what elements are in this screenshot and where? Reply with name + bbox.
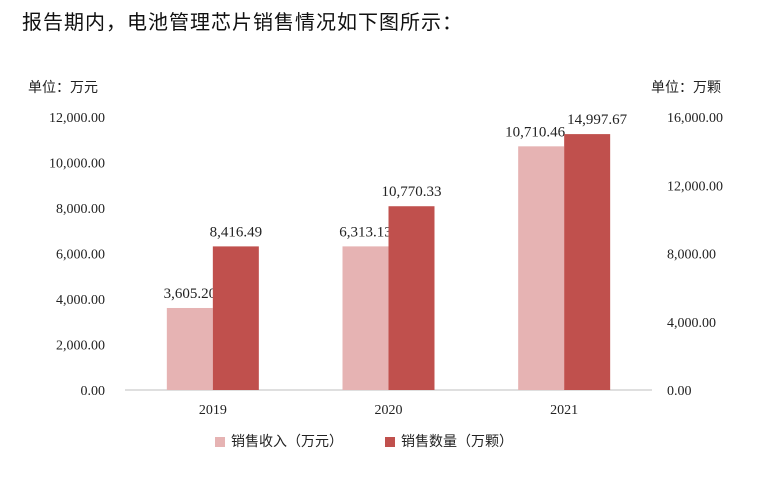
quantity-data-label: 14,997.67 xyxy=(567,112,628,128)
legend-swatch-quantity xyxy=(385,437,395,447)
left-tick-label: 4,000.00 xyxy=(56,293,105,308)
x-tick-label: 2020 xyxy=(375,403,403,418)
revenue-data-label: 3,605.20 xyxy=(164,286,217,302)
left-tick-label: 6,000.00 xyxy=(56,248,105,263)
left-tick-label: 12,000.00 xyxy=(49,111,105,126)
left-tick-label: 2,000.00 xyxy=(56,339,105,354)
left-tick-label: 0.00 xyxy=(81,384,106,399)
quantity-data-label: 10,770.33 xyxy=(382,184,442,200)
right-tick-label: 0.00 xyxy=(667,384,692,399)
quantity-data-label: 8,416.49 xyxy=(210,224,263,240)
right-tick-label: 4,000.00 xyxy=(667,316,716,331)
right-tick-label: 16,000.00 xyxy=(667,111,723,126)
revenue-data-label: 10,710.46 xyxy=(505,124,566,140)
left-tick-label: 8,000.00 xyxy=(56,202,105,217)
quantity-bar xyxy=(564,134,611,390)
right-tick-label: 12,000.00 xyxy=(667,179,723,194)
x-tick-label: 2021 xyxy=(550,403,578,418)
legend-label-quantity: 销售数量（万颗） xyxy=(401,434,513,450)
revenue-bar xyxy=(342,246,389,390)
intro-text: 报告期内，电池管理芯片销售情况如下图所示： xyxy=(22,10,463,34)
revenue-bar xyxy=(166,307,213,390)
x-tick-label: 2019 xyxy=(199,403,227,418)
quantity-bar xyxy=(388,206,435,390)
left-axis-unit: 单位：万元 xyxy=(28,80,98,96)
right-tick-label: 8,000.00 xyxy=(667,248,716,263)
right-axis-unit: 单位：万颗 xyxy=(651,80,721,96)
legend-label-revenue: 销售收入（万元） xyxy=(231,434,343,450)
revenue-bar xyxy=(518,146,565,390)
quantity-bar xyxy=(212,246,259,390)
left-tick-label: 10,000.00 xyxy=(49,157,105,172)
revenue-data-label: 6,313.13 xyxy=(339,224,392,240)
legend-swatch-revenue xyxy=(215,437,225,447)
